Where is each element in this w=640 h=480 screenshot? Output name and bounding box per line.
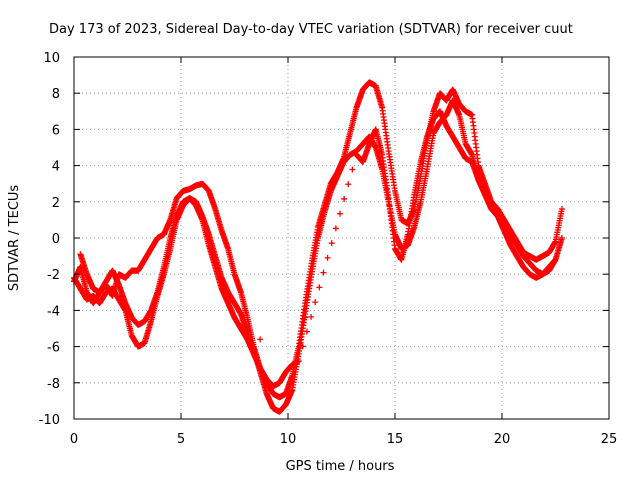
x-tick-label: 0 (70, 432, 78, 447)
y-tick-labels: -10 -8 -6 -4 -2 0 2 4 6 8 10 (39, 51, 60, 428)
data-marks (71, 79, 565, 415)
y-tick-label: 8 (52, 87, 60, 102)
y-tick-label: -6 (47, 341, 60, 356)
x-tick-label: 15 (387, 432, 404, 447)
y-tick-label: -8 (47, 377, 60, 392)
x-tick-label: 5 (177, 432, 185, 447)
y-tick-label: -10 (39, 413, 60, 428)
axis-ticks (73, 56, 610, 420)
data-point (332, 225, 339, 232)
outlier-point (257, 336, 264, 343)
x-tick-labels: 0 5 10 15 20 25 (70, 432, 617, 447)
series-track-c (77, 108, 559, 390)
y-tick-label: 6 (52, 123, 60, 138)
chart-title: Day 173 of 2023, Sidereal Day-to-day VTE… (49, 22, 573, 37)
outlier-point (302, 314, 309, 321)
data-point (295, 358, 302, 365)
x-tick-label: 10 (280, 432, 297, 447)
data-point (320, 269, 327, 276)
data-point (558, 206, 565, 213)
y-tick-label: -4 (47, 304, 60, 319)
data-point (328, 240, 335, 247)
data-point (303, 328, 310, 335)
data-point (316, 284, 323, 291)
data-point (324, 254, 331, 261)
data-point (312, 299, 319, 306)
data-point (341, 195, 348, 202)
data-point (308, 313, 315, 320)
data-point (349, 166, 356, 173)
x-tick-label: 25 (601, 432, 618, 447)
y-tick-label: 4 (52, 160, 60, 175)
data-point (552, 256, 559, 263)
x-axis-title: GPS time / hours (286, 459, 395, 474)
data-point (299, 343, 306, 350)
y-axis-title: SDTVAR / TECUs (7, 185, 22, 292)
data-point (336, 210, 343, 217)
y-tick-label: 0 (52, 232, 60, 247)
y-tick-label: 2 (52, 196, 60, 211)
data-point (558, 235, 565, 241)
data-point (345, 181, 352, 188)
y-tick-label: 10 (43, 51, 60, 66)
x-tick-label: 20 (494, 432, 511, 447)
y-tick-label: -2 (47, 268, 60, 283)
grid-layer (74, 57, 609, 419)
